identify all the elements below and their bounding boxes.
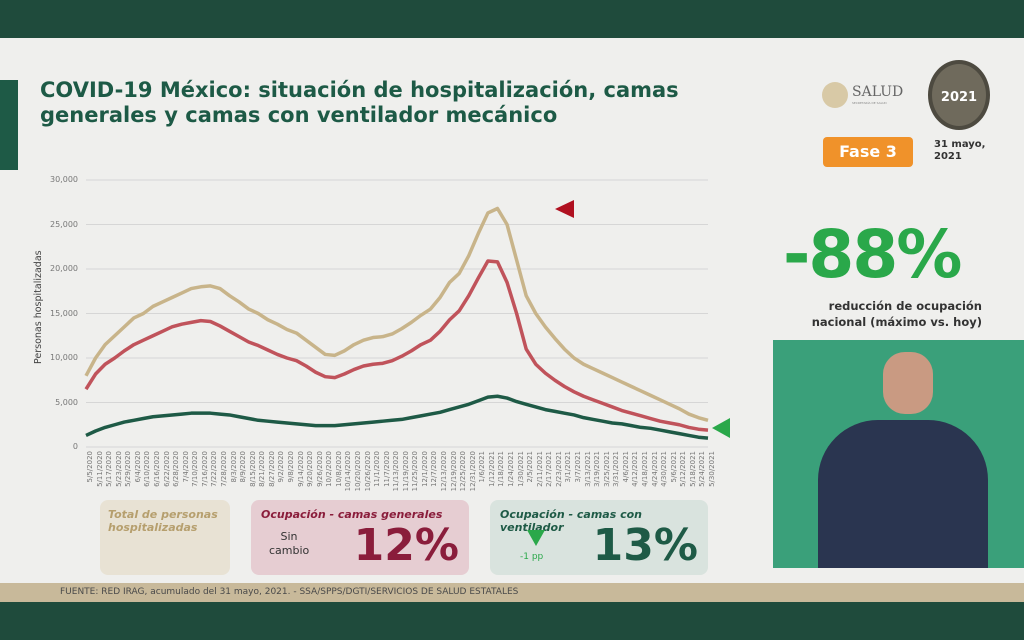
series-line-total <box>84 206 709 422</box>
panel-ventilator: Ocupación - camas con ventilador -1 pp 1… <box>490 500 708 575</box>
panel-general-change: Sin cambio <box>269 530 310 557</box>
panel-total-title: Total de personas hospitalizadas <box>108 508 218 534</box>
salud-logo: SALUD SECRETARÍA DE SALUD <box>822 80 914 110</box>
y-tick-label: 15,000 <box>50 308 78 318</box>
x-tick-label: 8/3/2020 <box>229 451 238 483</box>
year-2021-seal: 2021 <box>928 60 990 130</box>
panel-general-title: Ocupación - camas generales <box>261 508 443 521</box>
reduction-value: -88% <box>783 216 962 293</box>
reduction-description: reducción de ocupación nacional (máximo … <box>811 299 982 329</box>
y-tick-label: 0 <box>72 442 78 451</box>
report-date: 31 mayo, 2021 <box>934 139 986 162</box>
panel-general-value: 12% <box>353 520 459 571</box>
y-tick-label: 5,000 <box>55 397 78 407</box>
y-tick-label: 25,000 <box>50 219 78 229</box>
x-tick-label: 12/31/2020 <box>468 451 477 492</box>
down-arrow-icon <box>527 530 545 546</box>
panel-ventilator-value: 13% <box>592 520 698 571</box>
y-tick-label: 30,000 <box>50 175 78 184</box>
panel-ventilator-change: -1 pp <box>520 552 544 562</box>
source-footer: FUENTE: RED IRAG, acumulado del 31 mayo,… <box>0 583 1024 602</box>
accent-bar <box>0 80 18 170</box>
peak-marker-icon <box>555 200 574 218</box>
panel-total: Total de personas hospitalizadas <box>100 500 230 575</box>
series-line-ventilator <box>85 394 709 440</box>
sign-language-interpreter-video <box>773 340 1024 568</box>
phase-badge: Fase 3 <box>823 137 913 167</box>
x-tick-label: 1/6/2021 <box>478 451 487 483</box>
y-tick-label: 10,000 <box>50 353 78 362</box>
slide: COVID-19 México: situación de hospitaliz… <box>0 38 1024 602</box>
page-title: COVID-19 México: situación de hospitaliz… <box>40 78 679 127</box>
x-tick-label: 5/5/2020 <box>86 451 94 483</box>
current-marker-icon <box>712 418 730 438</box>
emblem-icon <box>822 82 848 108</box>
chart <box>84 179 730 448</box>
x-tick-label: 8/9/2020 <box>239 451 248 483</box>
panel-general: Ocupación - camas generales Sin cambio 1… <box>251 500 469 575</box>
panel-ventilator-title: Ocupación - camas con ventilador <box>500 508 643 534</box>
series-line-general <box>84 259 709 432</box>
y-tick-label: 20,000 <box>50 264 78 273</box>
x-tick-label: 5/30/2021 <box>708 451 716 487</box>
